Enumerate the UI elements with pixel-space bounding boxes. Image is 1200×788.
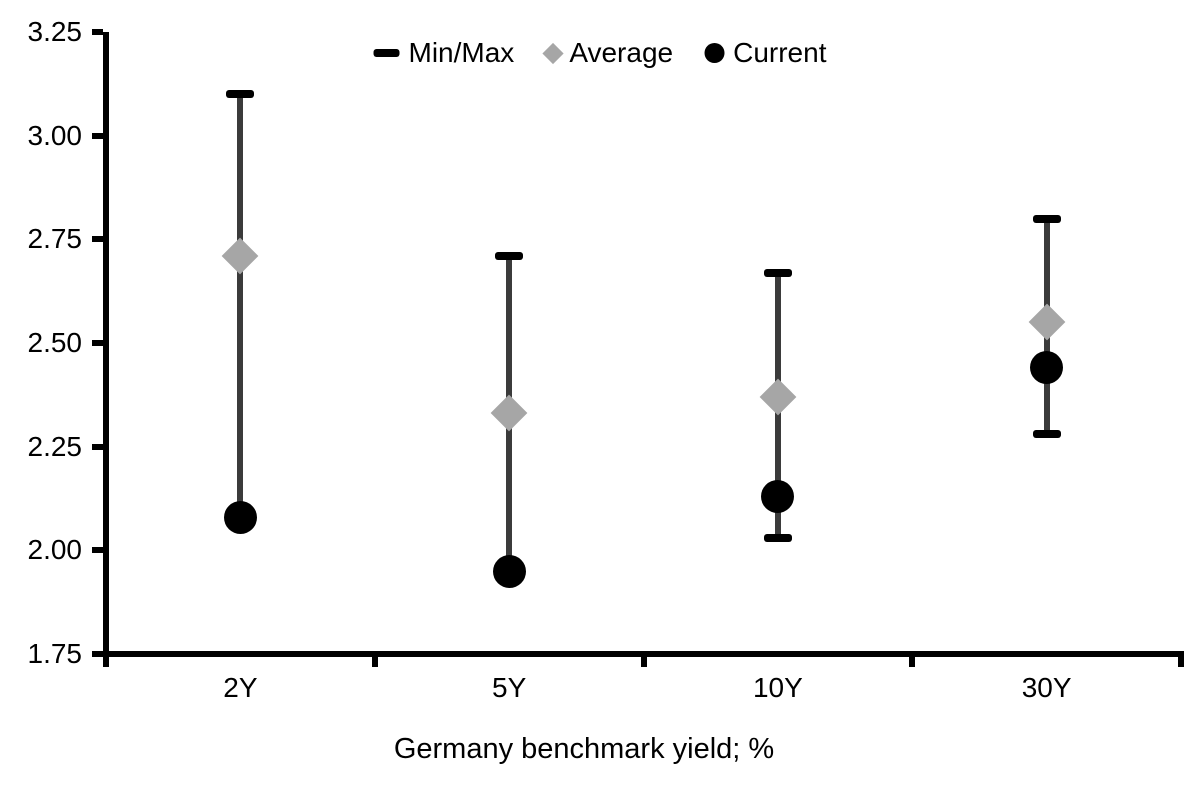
max-cap (763, 268, 792, 277)
y-tick-mark (92, 132, 103, 139)
y-tick-mark (92, 443, 103, 450)
max-cap (226, 90, 255, 99)
max-cap (1032, 214, 1061, 223)
min-cap (1032, 430, 1061, 439)
y-tick-label: 2.25 (27, 430, 83, 462)
y-tick-label: 2.75 (27, 223, 83, 255)
y-tick-label: 3.00 (27, 119, 83, 151)
legend-label: Average (569, 37, 674, 68)
legend-item: Current (704, 38, 826, 68)
max-cap (495, 251, 524, 260)
y-tick-label: 2.00 (27, 534, 83, 566)
y-tick-label: 2.50 (27, 327, 83, 358)
average-legend-diamond-icon (542, 42, 564, 64)
current-marker (492, 554, 526, 588)
minmax-legend-dash-icon (373, 49, 400, 57)
y-tick-mark (92, 651, 103, 657)
y-tick-mark (92, 236, 103, 243)
x-category-label: 10Y (752, 672, 803, 703)
x-axis-title: Germany benchmark yield; % (393, 733, 775, 765)
legend: Min/Max Average Current (373, 37, 826, 68)
y-tick-mark (92, 340, 103, 346)
x-tick-mark (371, 654, 378, 667)
range-line (237, 94, 244, 518)
y-axis-line (103, 32, 109, 657)
y-tick-label: 1.75 (27, 638, 83, 669)
x-tick-mark (1178, 654, 1184, 667)
x-category-label: 2Y (223, 672, 258, 703)
y-tick-mark (92, 29, 103, 35)
y-tick-mark (92, 547, 103, 554)
legend-label: Current (733, 37, 827, 68)
min-cap (763, 533, 792, 542)
legend-item: Min/Max (373, 37, 515, 68)
current-marker (223, 500, 257, 534)
x-tick-mark (640, 654, 647, 667)
x-tick-mark (909, 654, 916, 667)
legend-label: Min/Max (408, 37, 515, 68)
x-category-label: 5Y (492, 672, 527, 703)
current-marker (761, 479, 795, 513)
average-marker (759, 378, 797, 416)
x-tick-mark (103, 654, 109, 667)
current-legend-circle-icon (704, 43, 725, 63)
y-tick-label: 3.25 (27, 16, 83, 47)
legend-item: Average (542, 37, 674, 68)
x-category-label: 30Y (1021, 672, 1072, 703)
current-marker (1030, 351, 1064, 385)
average-marker (490, 395, 528, 432)
average-marker (1028, 303, 1066, 341)
average-marker (221, 237, 259, 275)
